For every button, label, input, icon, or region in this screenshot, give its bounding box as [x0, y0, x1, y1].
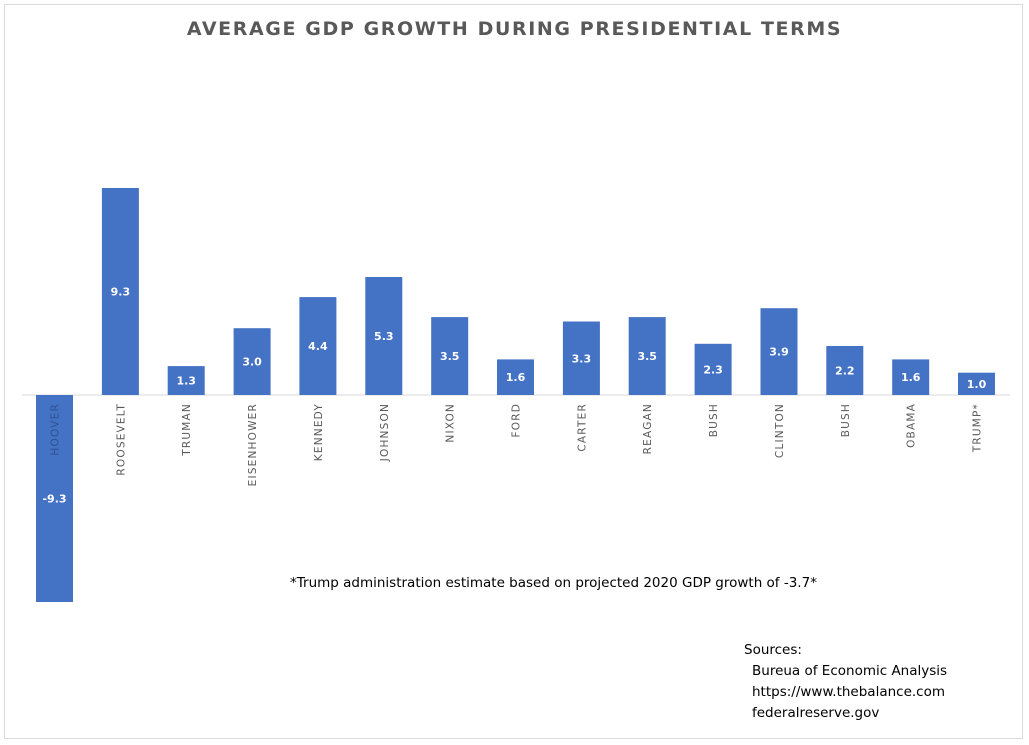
category-label: EISENHOWER — [247, 403, 259, 486]
bar — [497, 359, 534, 395]
bar — [892, 359, 930, 395]
bar — [101, 188, 139, 395]
category-label: NIXON — [445, 403, 457, 443]
data-label: 3.3 — [572, 352, 592, 365]
data-label: 5.3 — [374, 330, 394, 343]
bar — [365, 277, 403, 395]
data-label: 1.6 — [901, 371, 921, 384]
data-label: 2.2 — [835, 365, 855, 378]
bars-group — [36, 188, 995, 602]
data-label: 2.3 — [703, 363, 723, 376]
category-label: OBAMA — [906, 403, 918, 448]
category-label: HOOVER — [50, 403, 62, 456]
bar — [431, 317, 469, 395]
data-label: 4.4 — [308, 340, 328, 353]
category-label: TRUMAN — [181, 403, 193, 457]
bar — [36, 395, 73, 602]
data-labels-group: -9.3 9.3 1.3 3.0 4.4 5.3 3.5 1.6 3.3 3.5 2.3 3.9 2.2… — [42, 286, 986, 506]
source-item: Bureua of Economic Analysis — [752, 663, 948, 679]
bar — [562, 321, 600, 395]
data-label: -9.3 — [42, 493, 66, 506]
category-label: BUSH — [708, 403, 720, 437]
data-label: 9.3 — [111, 286, 131, 299]
data-label: 3.5 — [637, 350, 657, 363]
category-label: BUSH — [840, 403, 852, 437]
sources-block: Sources: Bureua of Economic Analysis htt… — [744, 640, 947, 724]
data-label: 3.5 — [440, 350, 460, 363]
data-label: 1.0 — [967, 378, 987, 391]
category-label: ROOSEVELT — [115, 403, 127, 476]
source-item: federalreserve.gov — [752, 705, 880, 721]
data-label: 1.6 — [506, 371, 526, 384]
chart-title: AVERAGE GDP GROWTH DURING PRESIDENTIAL T… — [186, 18, 843, 40]
category-label: CLINTON — [774, 403, 786, 458]
data-label: 3.9 — [769, 346, 789, 359]
data-label: 3.0 — [242, 356, 262, 369]
bar — [628, 317, 666, 395]
bar — [299, 297, 337, 395]
sources-title: Sources: — [744, 642, 802, 658]
bar — [760, 308, 798, 395]
data-label: 1.3 — [176, 375, 196, 388]
category-label: REAGAN — [642, 403, 654, 454]
category-label: FORD — [511, 403, 523, 438]
bar — [826, 346, 864, 395]
source-item: https://www.thebalance.com — [752, 684, 945, 700]
bar — [958, 372, 995, 395]
category-label: JOHNSON — [379, 403, 391, 462]
bar — [167, 366, 205, 395]
category-label: CARTER — [576, 403, 588, 452]
category-label: TRUMP* — [972, 403, 984, 453]
category-label: KENNEDY — [313, 403, 325, 461]
bar — [233, 328, 271, 395]
bar — [694, 343, 732, 395]
footnote: *Trump administration estimate based on … — [290, 575, 817, 591]
category-labels-group: HOOVER ROOSEVELT TRUMAN EISENHOWER KENNEDY JO… — [50, 403, 984, 486]
